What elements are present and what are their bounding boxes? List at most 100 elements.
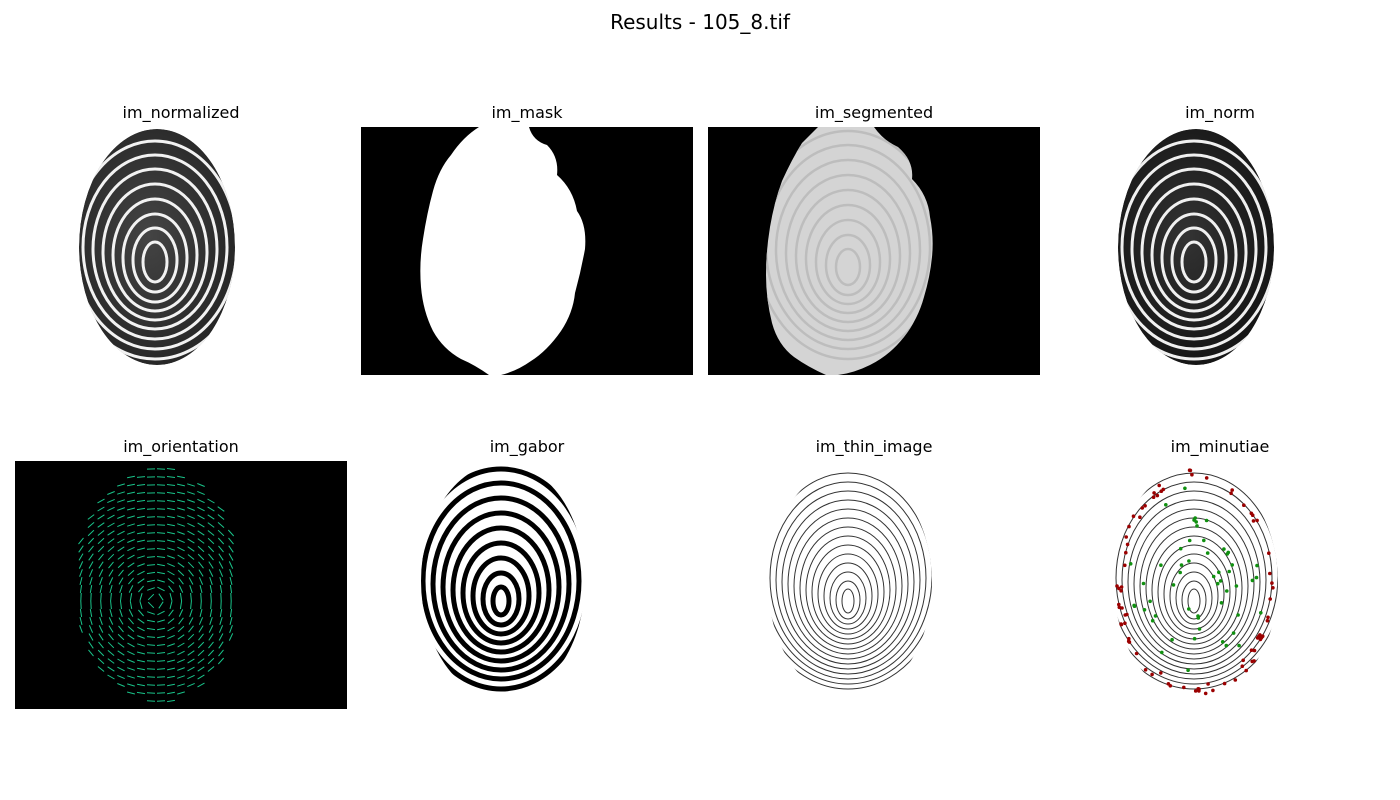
minutia-termination-point <box>1117 605 1122 610</box>
minutia-bifurcation-point <box>1171 583 1176 587</box>
minutia-bifurcation-point <box>1236 613 1240 617</box>
panel-title-im-mask: im_mask <box>491 103 563 122</box>
panel-title-im-orientation: im_orientation <box>123 437 239 456</box>
minutia-termination-point <box>1157 483 1161 488</box>
minutia-termination-point <box>1244 668 1248 673</box>
minutia-bifurcation-point <box>1159 563 1163 567</box>
minutia-bifurcation-point <box>1160 650 1164 655</box>
minutia-bifurcation-point <box>1196 614 1200 618</box>
minutia-termination-point <box>1240 664 1245 668</box>
im-norm-image <box>1054 127 1386 375</box>
minutia-termination-point <box>1265 618 1270 623</box>
minutia-bifurcation-point <box>1202 538 1206 543</box>
minutia-termination-point <box>1188 468 1193 473</box>
minutia-bifurcation-point <box>1225 552 1230 556</box>
im-mask-image <box>361 127 693 375</box>
minutia-termination-point <box>1250 513 1255 517</box>
minutia-termination-point <box>1120 606 1124 610</box>
minutia-termination-point <box>1123 621 1127 625</box>
minutia-termination-point <box>1152 491 1156 495</box>
minutia-termination-point <box>1251 519 1256 523</box>
figure-title: Results - 105_8.tif <box>610 10 790 34</box>
panel-title-im-normalized: im_normalized <box>122 103 240 122</box>
im-orientation-image <box>15 461 347 709</box>
minutia-termination-point <box>1250 659 1254 664</box>
minutia-termination-point <box>1268 597 1272 601</box>
minutia-bifurcation-point <box>1178 546 1183 551</box>
minutia-termination-point <box>1131 514 1136 518</box>
minutia-termination-point <box>1206 682 1210 686</box>
minutia-bifurcation-point <box>1197 627 1202 631</box>
minutia-termination-point <box>1204 476 1209 480</box>
minutia-bifurcation-point <box>1217 570 1221 575</box>
minutia-termination-point <box>1241 658 1245 663</box>
minutia-termination-point <box>1159 671 1163 675</box>
minutia-termination-point <box>1182 685 1186 690</box>
minutia-termination-point <box>1117 602 1121 607</box>
minutia-termination-point <box>1123 613 1127 617</box>
minutia-bifurcation-point <box>1259 611 1263 615</box>
im-segmented-image <box>708 127 1040 375</box>
minutia-bifurcation-point <box>1234 584 1239 588</box>
minutia-termination-point <box>1255 518 1259 523</box>
minutia-termination-point <box>1119 589 1123 593</box>
minutia-bifurcation-point <box>1187 538 1192 543</box>
minutia-bifurcation-point <box>1153 614 1158 618</box>
minutia-termination-point <box>1203 691 1208 696</box>
panel-title-im-minutiae: im_minutiae <box>1170 437 1270 456</box>
minutia-termination-point <box>1249 648 1254 652</box>
minutia-bifurcation-point <box>1204 518 1209 523</box>
panel-title-im-segmented: im_segmented <box>814 103 934 122</box>
minutia-termination-point <box>1126 639 1131 644</box>
minutia-bifurcation-point <box>1178 570 1182 575</box>
minutia-bifurcation-point <box>1187 559 1191 563</box>
panel-title-im-thin-image: im_thin_image <box>815 437 933 456</box>
minutia-bifurcation-point <box>1211 574 1216 579</box>
minutia-termination-point <box>1252 648 1257 653</box>
minutia-bifurcation-point <box>1150 618 1155 623</box>
minutia-bifurcation-point <box>1227 569 1231 574</box>
minutia-termination-point <box>1155 493 1160 498</box>
minutia-bifurcation-point <box>1164 503 1168 507</box>
minutia-termination-point <box>1143 668 1148 672</box>
minutia-bifurcation-point <box>1132 603 1136 608</box>
im-minutiae-image <box>1054 461 1386 709</box>
minutia-termination-point <box>1117 586 1121 591</box>
minutia-bifurcation-point <box>1148 599 1152 604</box>
minutia-termination-point <box>1267 551 1271 555</box>
minutia-termination-point <box>1266 615 1270 620</box>
minutia-termination-point <box>1161 487 1166 492</box>
minutia-termination-point <box>1193 689 1198 693</box>
minutia-termination-point <box>1230 488 1234 492</box>
im-gabor-image <box>361 461 693 709</box>
minutia-bifurcation-point <box>1195 524 1199 528</box>
minutia-bifurcation-point <box>1231 631 1236 635</box>
minutia-termination-point <box>1124 550 1128 555</box>
minutia-termination-point <box>1138 515 1142 519</box>
minutia-termination-point <box>1123 563 1127 568</box>
minutia-termination-point <box>1166 682 1171 686</box>
minutia-termination-point <box>1196 687 1200 691</box>
minutia-termination-point <box>1233 678 1238 682</box>
minutia-bifurcation-point <box>1215 581 1220 586</box>
minutia-termination-point <box>1127 636 1131 641</box>
minutia-bifurcation-point <box>1205 551 1210 555</box>
minutia-termination-point <box>1268 571 1272 576</box>
minutia-termination-point <box>1119 622 1124 627</box>
minutia-bifurcation-point <box>1254 575 1259 580</box>
minutia-termination-point <box>1229 491 1233 496</box>
minutia-bifurcation-point <box>1187 607 1191 611</box>
minutia-bifurcation-point <box>1255 563 1259 568</box>
minutia-termination-point <box>1124 535 1128 539</box>
im-normalized-image <box>15 127 347 375</box>
minutia-bifurcation-point <box>1220 640 1225 644</box>
minutia-bifurcation-point <box>1218 579 1223 583</box>
minutia-termination-point <box>1258 637 1263 642</box>
minutia-bifurcation-point <box>1183 486 1187 491</box>
minutia-termination-point <box>1255 636 1260 640</box>
minutia-bifurcation-point <box>1219 601 1224 605</box>
minutia-termination-point <box>1222 681 1227 686</box>
im-thin-image <box>708 461 1040 709</box>
minutia-bifurcation-point <box>1237 643 1241 648</box>
minutia-bifurcation-point <box>1179 563 1184 567</box>
